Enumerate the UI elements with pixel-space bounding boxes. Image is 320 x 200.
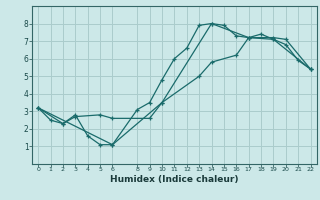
X-axis label: Humidex (Indice chaleur): Humidex (Indice chaleur) [110, 175, 239, 184]
